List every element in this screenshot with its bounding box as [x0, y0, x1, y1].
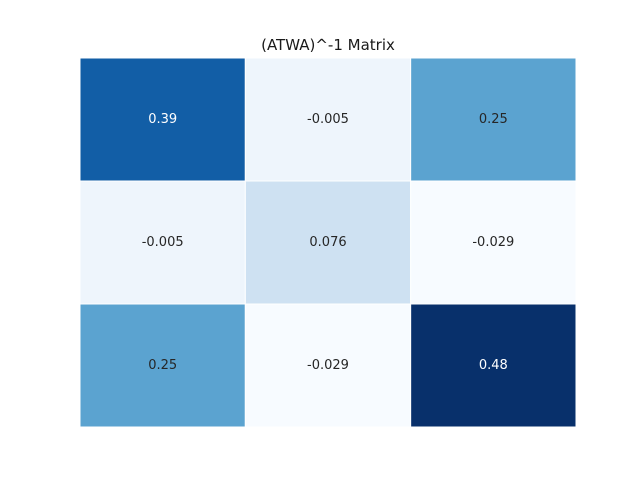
- heatmap-cell-r2-c2: [410, 303, 577, 428]
- heatmap-cell-r1-c0: [79, 180, 246, 305]
- chart-title: (ATWA)^-1 Matrix: [261, 36, 395, 54]
- heatmap-cell-label-r0-c2: 0.25: [479, 112, 508, 127]
- heatmap-cell-label-r2-c1: -0.029: [307, 358, 349, 373]
- heatmap-cell-label-r2-c2: 0.48: [479, 358, 508, 373]
- heatmap-cell-label-r2-c0: 0.25: [148, 358, 177, 373]
- heatmap-cell-label-r1-c0: -0.005: [142, 235, 184, 250]
- heatmap-cell-label-r0-c0: 0.39: [148, 112, 177, 127]
- heatmap-cell-r2-c0: [79, 303, 246, 428]
- heatmap-cell-r2-c1: [244, 303, 412, 428]
- heatmap-cell-label-r0-c1: -0.005: [307, 112, 349, 127]
- heatmap-cell-label-r1-c1: 0.076: [309, 235, 346, 250]
- heatmap-cell-label-r1-c2: -0.029: [472, 235, 514, 250]
- heatmap-cell-r0-c0: [79, 57, 246, 182]
- heatmap-cells: [79, 57, 577, 428]
- heatmap-cell-r0-c2: [410, 57, 577, 182]
- heatmap-cell-r0-c1: [244, 57, 412, 182]
- heatmap-cell-labels: 0.39 -0.005 0.25 -0.005 0.076 -0.029 0.25 -0.02…: [142, 112, 515, 373]
